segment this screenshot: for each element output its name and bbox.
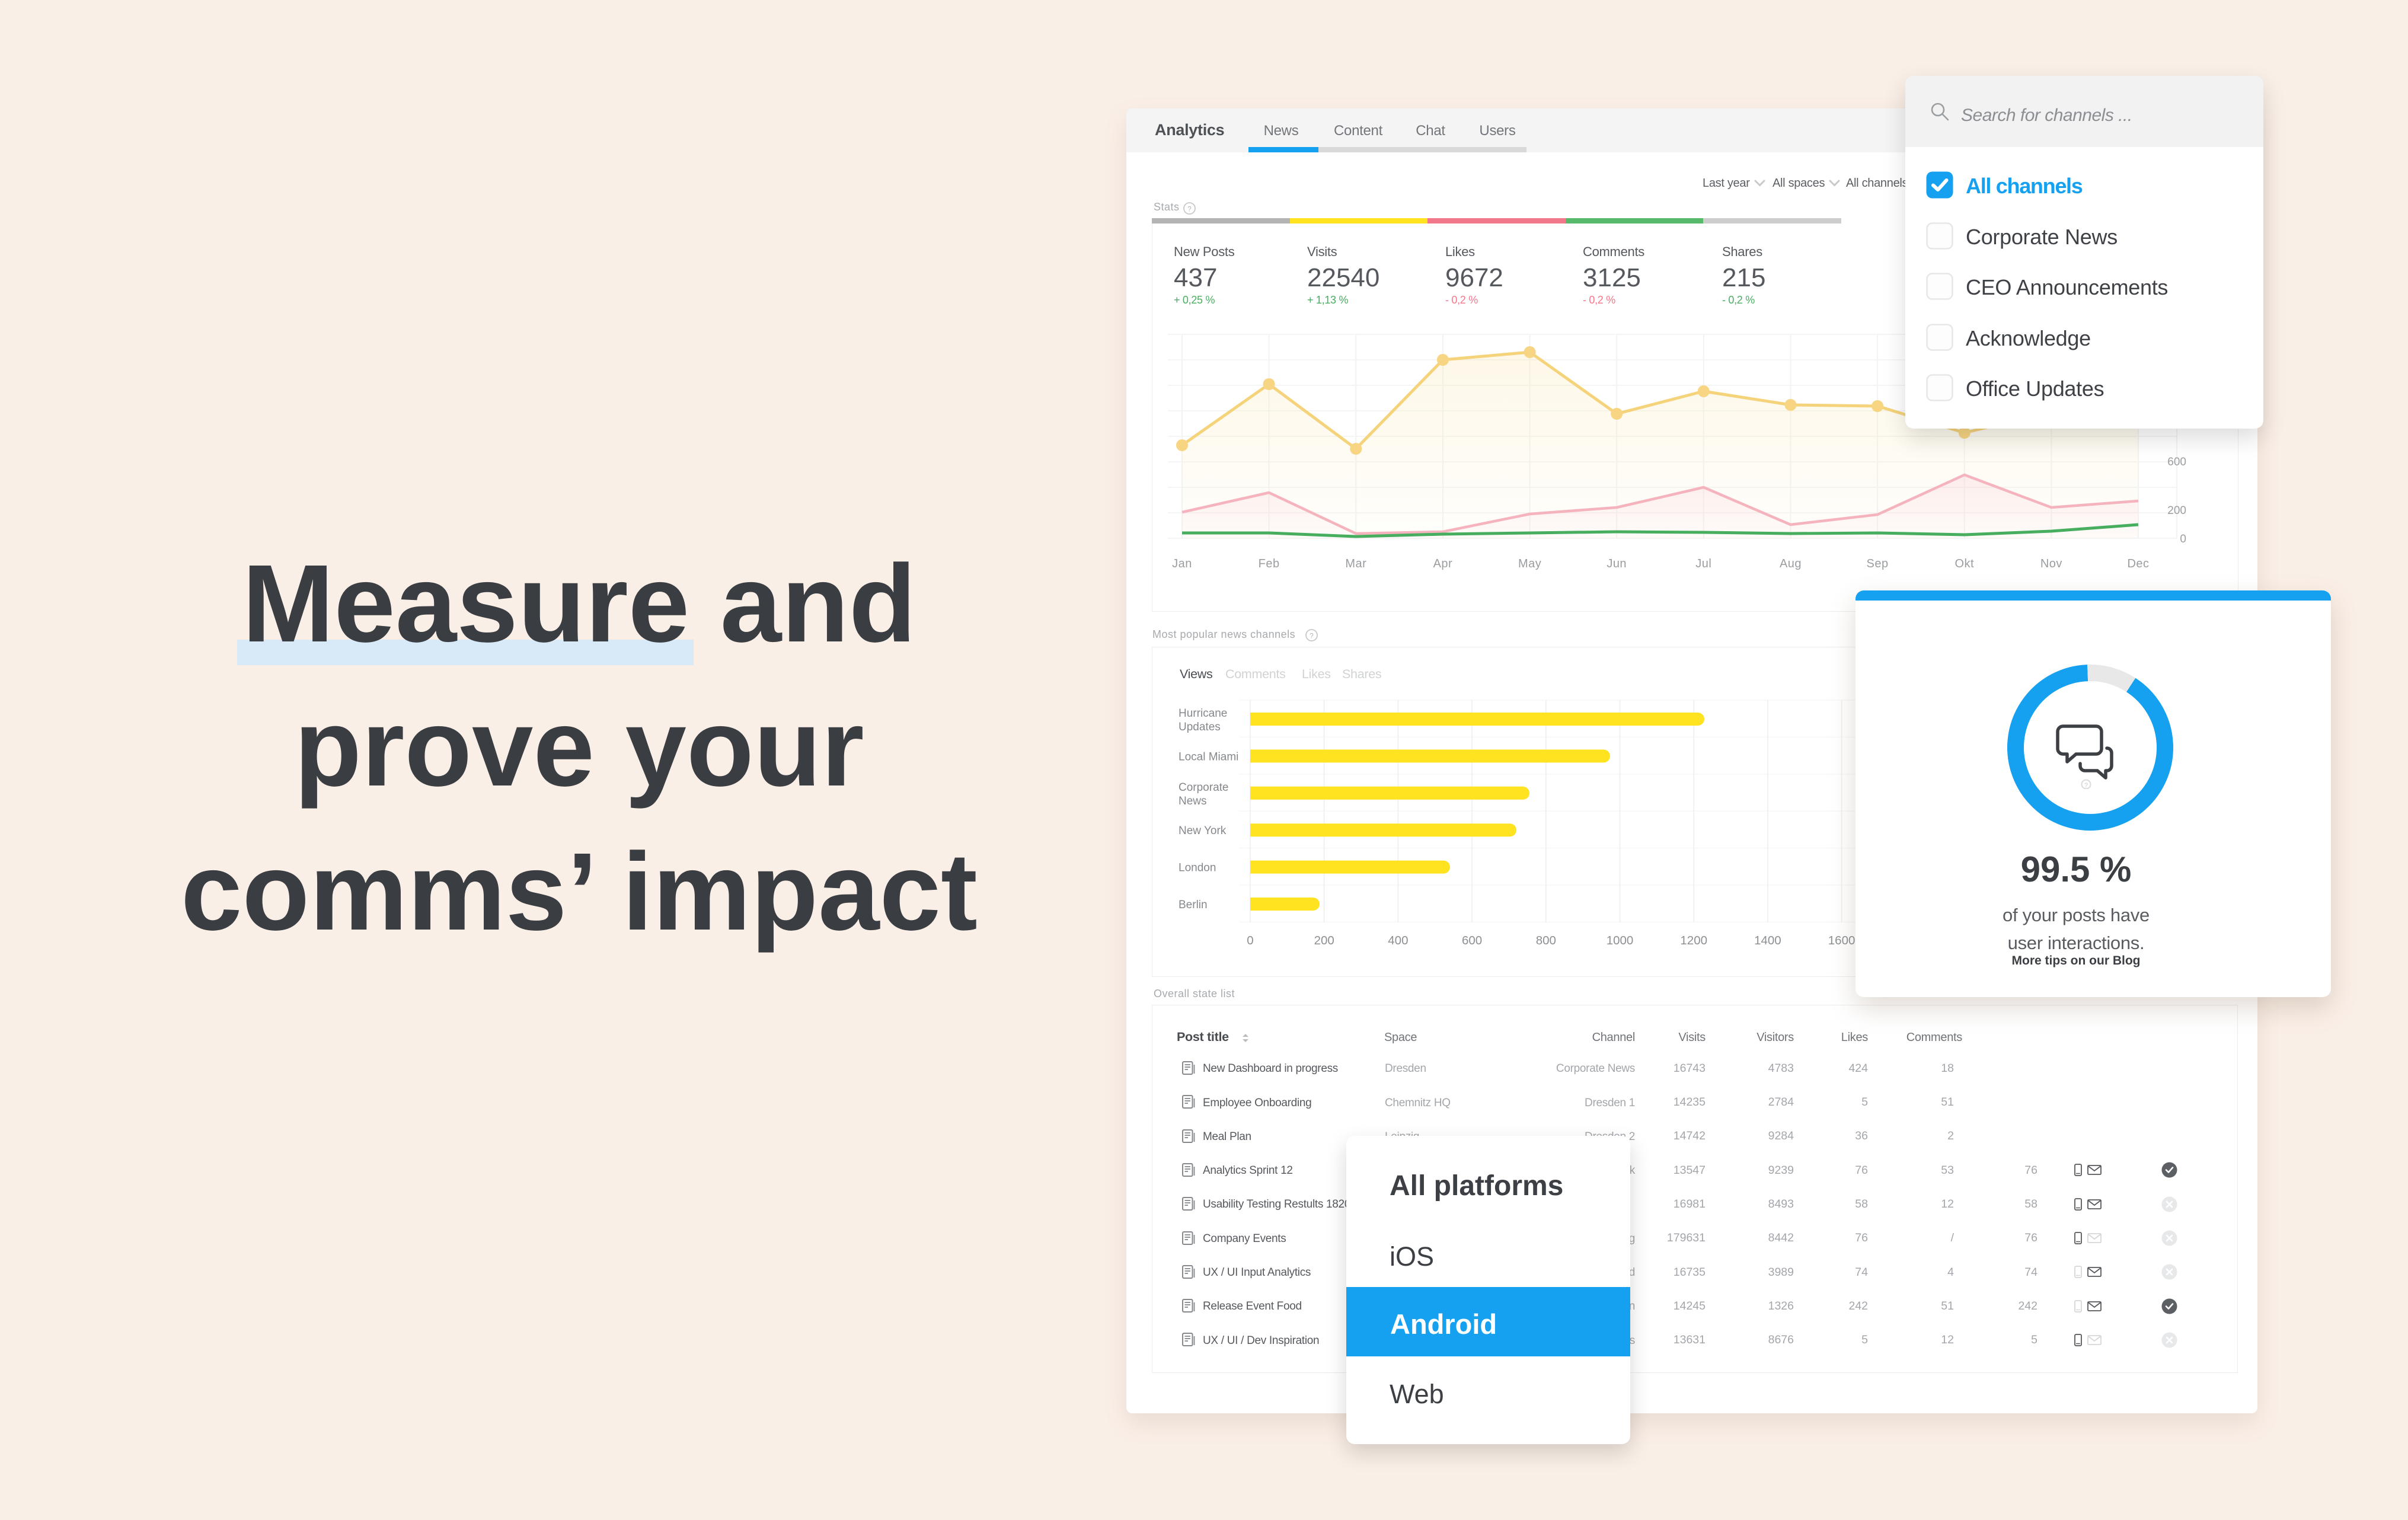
svg-text:News: News xyxy=(1179,795,1207,807)
svg-text:Jun: Jun xyxy=(1607,557,1627,570)
svg-text:1600: 1600 xyxy=(1828,934,1855,947)
svg-text:400: 400 xyxy=(1388,934,1408,947)
svg-text:Berlin: Berlin xyxy=(1179,899,1208,911)
svg-text:Local Miami: Local Miami xyxy=(1179,751,1238,763)
svg-text:?: ? xyxy=(2084,782,2088,789)
svg-text:600: 600 xyxy=(1462,934,1482,947)
svg-text:Hurricane: Hurricane xyxy=(1179,707,1227,720)
svg-text:Apr: Apr xyxy=(1433,557,1453,570)
svg-text:Okt: Okt xyxy=(1954,557,1974,570)
svg-text:1200: 1200 xyxy=(1680,934,1707,947)
svg-text:?: ? xyxy=(1187,205,1192,213)
svg-text:Feb: Feb xyxy=(1259,557,1280,570)
svg-text:0: 0 xyxy=(1247,934,1253,947)
svg-text:?: ? xyxy=(1310,631,1314,640)
svg-text:Sep: Sep xyxy=(1867,557,1889,570)
svg-text:Updates: Updates xyxy=(1179,721,1221,733)
svg-text:1400: 1400 xyxy=(1754,934,1781,947)
svg-text:May: May xyxy=(1518,557,1541,570)
svg-text:600: 600 xyxy=(2167,456,2186,468)
svg-text:Mar: Mar xyxy=(1345,557,1366,570)
svg-text:Jul: Jul xyxy=(1695,557,1711,570)
svg-text:Corporate: Corporate xyxy=(1179,781,1229,794)
svg-text:Jan: Jan xyxy=(1172,557,1192,570)
svg-text:0: 0 xyxy=(2180,533,2186,545)
svg-text:Nov: Nov xyxy=(2040,557,2062,570)
svg-text:Dec: Dec xyxy=(2127,557,2149,570)
svg-text:200: 200 xyxy=(1314,934,1334,947)
svg-text:1000: 1000 xyxy=(1607,934,1634,947)
svg-text:800: 800 xyxy=(1536,934,1556,947)
svg-text:200: 200 xyxy=(2167,504,2186,517)
svg-text:Aug: Aug xyxy=(1780,557,1802,570)
svg-text:New York: New York xyxy=(1179,825,1227,837)
svg-text:London: London xyxy=(1179,862,1216,874)
